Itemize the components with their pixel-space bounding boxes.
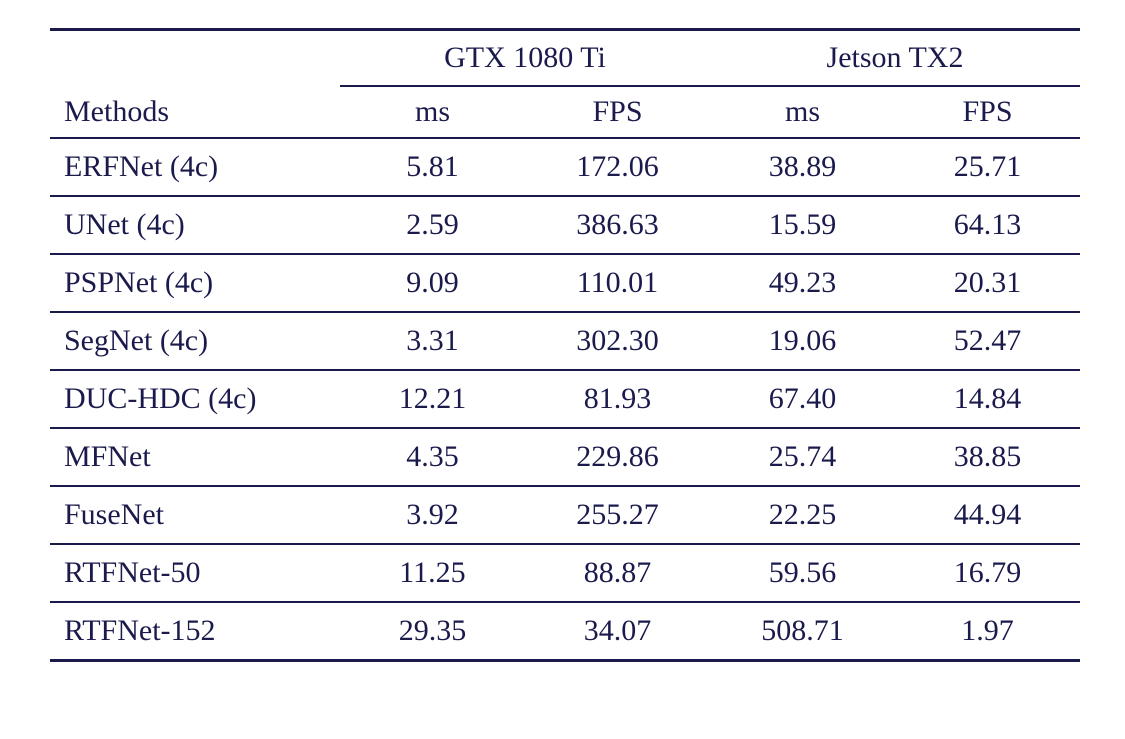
- table-row: PSPNet (4c) 9.09 110.01 49.23 20.31: [50, 254, 1080, 312]
- cell-value: 67.40: [710, 370, 895, 428]
- cell-value: 255.27: [525, 486, 710, 544]
- cell-value: 386.63: [525, 196, 710, 254]
- col-header-gtx-fps: FPS: [525, 87, 710, 138]
- cell-value: 81.93: [525, 370, 710, 428]
- cell-value: 12.21: [340, 370, 525, 428]
- table-row: DUC-HDC (4c) 12.21 81.93 67.40 14.84: [50, 370, 1080, 428]
- table-row: RTFNet-50 11.25 88.87 59.56 16.79: [50, 544, 1080, 602]
- cell-value: 16.79: [895, 544, 1080, 602]
- cell-value: 22.25: [710, 486, 895, 544]
- cell-value: 34.07: [525, 602, 710, 661]
- col-header-tx2-fps: FPS: [895, 87, 1080, 138]
- cell-value: 11.25: [340, 544, 525, 602]
- cell-method: ERFNet (4c): [50, 139, 340, 196]
- table-row: UNet (4c) 2.59 386.63 15.59 64.13: [50, 196, 1080, 254]
- col-header-tx2-ms: ms: [710, 87, 895, 138]
- cell-value: 38.89: [710, 139, 895, 196]
- cell-value: 25.74: [710, 428, 895, 486]
- table-row: SegNet (4c) 3.31 302.30 19.06 52.47: [50, 312, 1080, 370]
- cell-value: 29.35: [340, 602, 525, 661]
- cell-method: RTFNet-50: [50, 544, 340, 602]
- cell-value: 20.31: [895, 254, 1080, 312]
- table-row: MFNet 4.35 229.86 25.74 38.85: [50, 428, 1080, 486]
- cell-value: 172.06: [525, 139, 710, 196]
- col-header-gtx-ms: ms: [340, 87, 525, 138]
- cell-method: PSPNet (4c): [50, 254, 340, 312]
- cell-value: 15.59: [710, 196, 895, 254]
- cell-value: 1.97: [895, 602, 1080, 661]
- cell-value: 4.35: [340, 428, 525, 486]
- col-header-methods: Methods: [50, 87, 340, 138]
- cell-value: 25.71: [895, 139, 1080, 196]
- cell-value: 49.23: [710, 254, 895, 312]
- cell-value: 110.01: [525, 254, 710, 312]
- cell-value: 2.59: [340, 196, 525, 254]
- table-row: RTFNet-152 29.35 34.07 508.71 1.97: [50, 602, 1080, 661]
- table-row: FuseNet 3.92 255.27 22.25 44.94: [50, 486, 1080, 544]
- cell-value: 9.09: [340, 254, 525, 312]
- cell-value: 3.31: [340, 312, 525, 370]
- table-row: ERFNet (4c) 5.81 172.06 38.89 25.71: [50, 139, 1080, 196]
- cell-method: RTFNet-152: [50, 602, 340, 661]
- cell-value: 3.92: [340, 486, 525, 544]
- cell-value: 14.84: [895, 370, 1080, 428]
- cell-method: FuseNet: [50, 486, 340, 544]
- cell-value: 229.86: [525, 428, 710, 486]
- cell-value: 302.30: [525, 312, 710, 370]
- cell-value: 5.81: [340, 139, 525, 196]
- cell-method: SegNet (4c): [50, 312, 340, 370]
- cell-value: 88.87: [525, 544, 710, 602]
- col-group-gtx: GTX 1080 Ti: [340, 31, 710, 86]
- cell-method: MFNet: [50, 428, 340, 486]
- cell-value: 508.71: [710, 602, 895, 661]
- cell-value: 52.47: [895, 312, 1080, 370]
- cell-value: 59.56: [710, 544, 895, 602]
- cell-value: 64.13: [895, 196, 1080, 254]
- cell-method: DUC-HDC (4c): [50, 370, 340, 428]
- benchmark-table: GTX 1080 Ti Jetson TX2 Methods ms FPS ms…: [50, 28, 1080, 662]
- cell-value: 44.94: [895, 486, 1080, 544]
- cell-value: 38.85: [895, 428, 1080, 486]
- cell-value: 19.06: [710, 312, 895, 370]
- cell-method: UNet (4c): [50, 196, 340, 254]
- col-group-tx2: Jetson TX2: [710, 31, 1080, 86]
